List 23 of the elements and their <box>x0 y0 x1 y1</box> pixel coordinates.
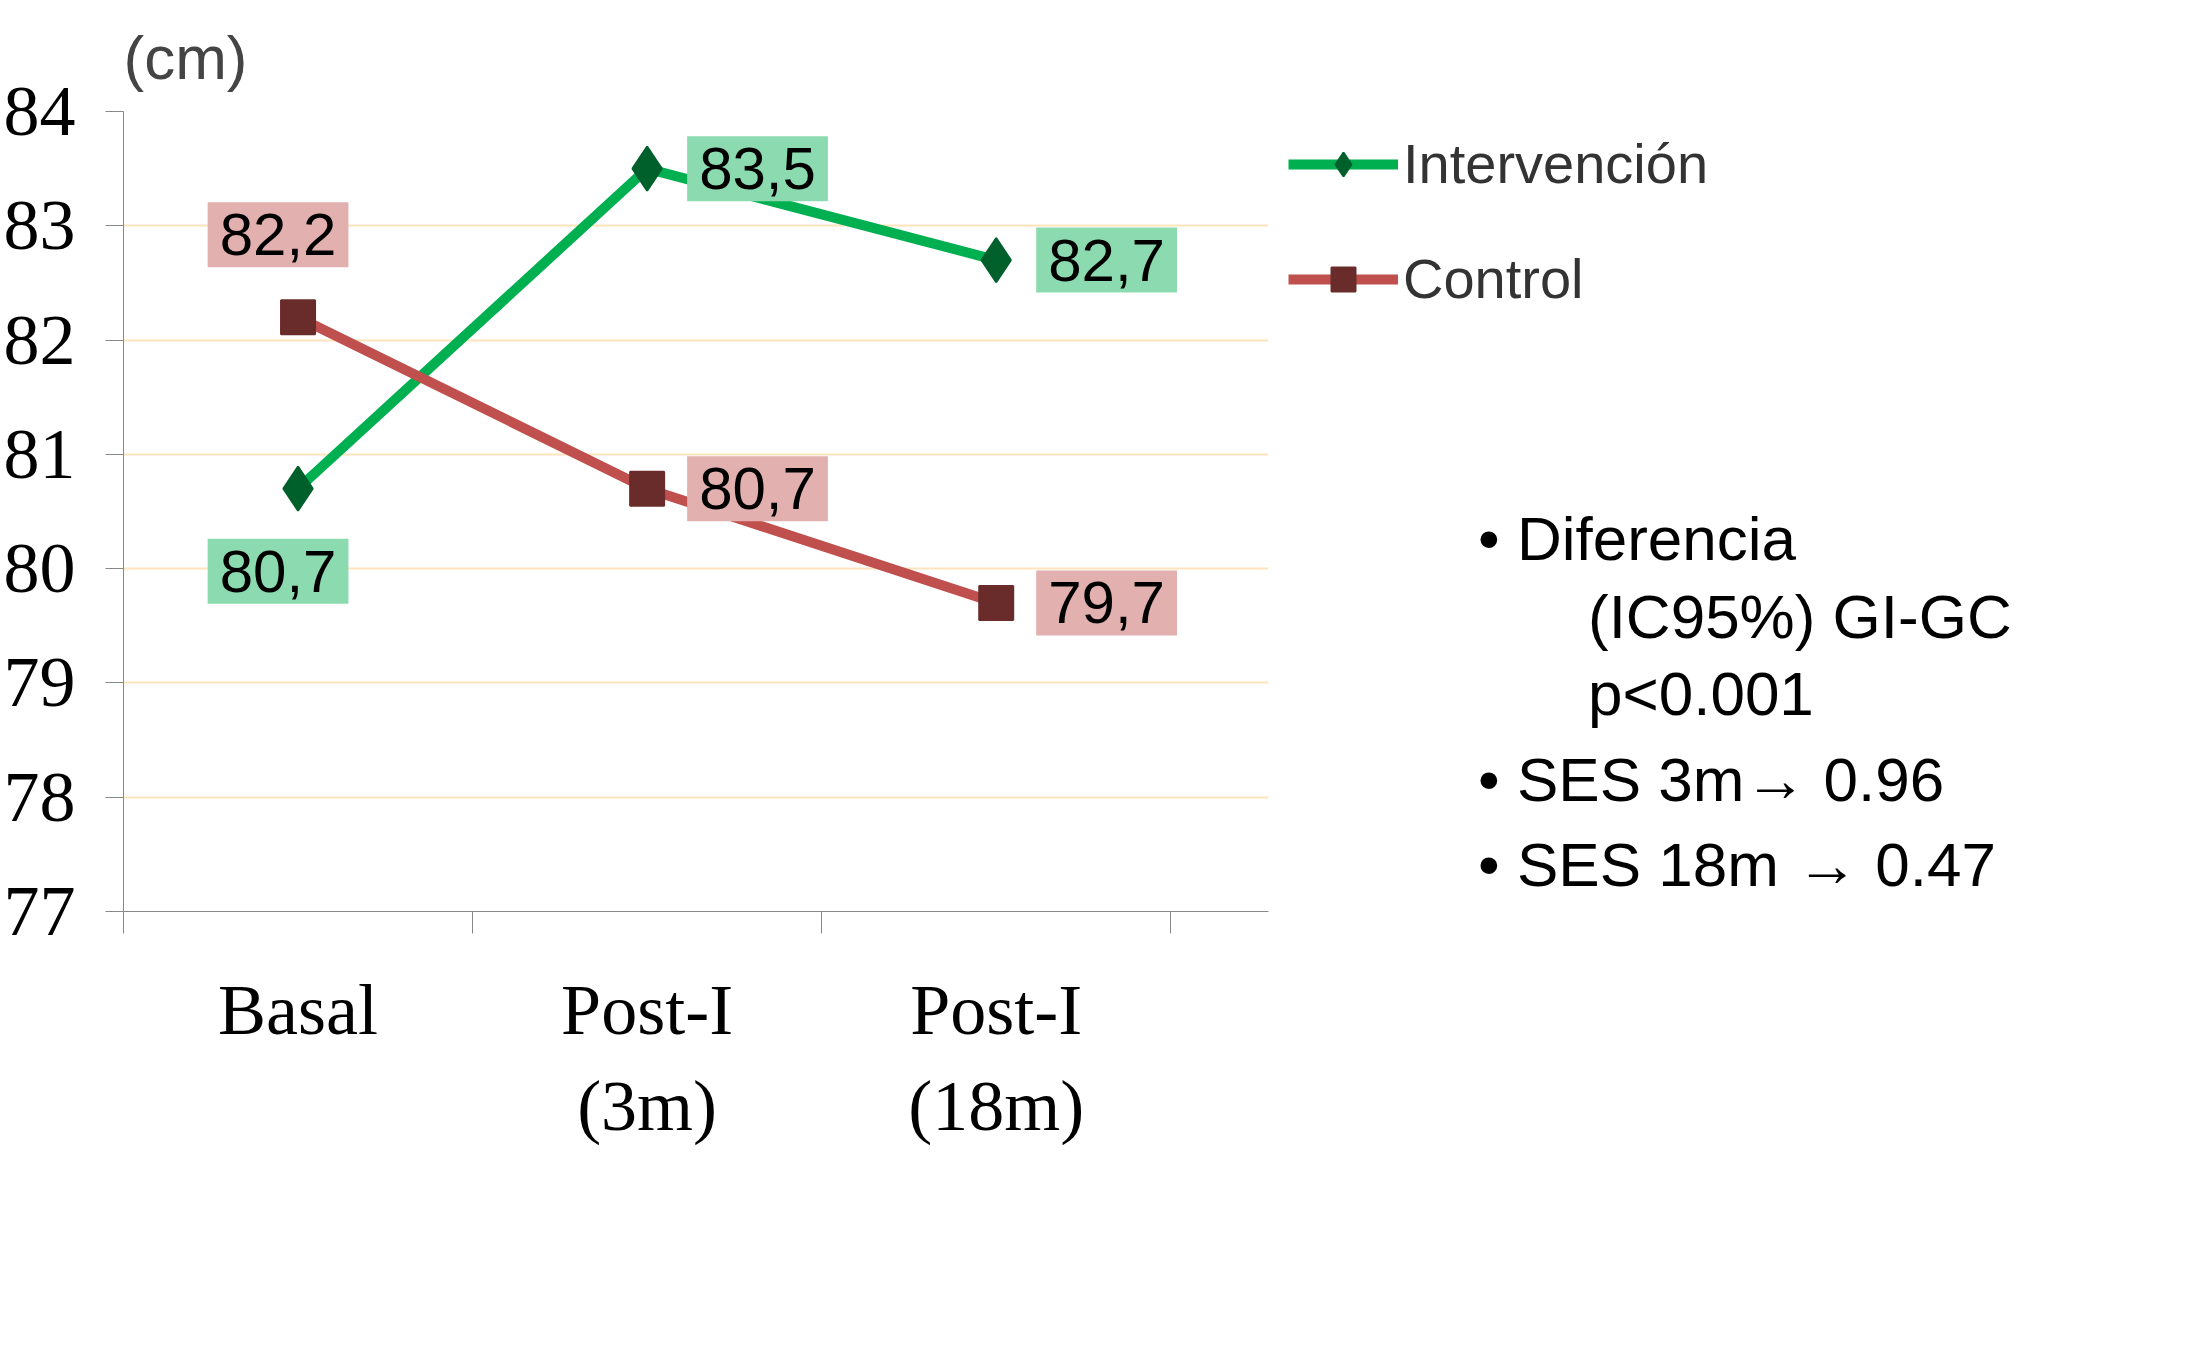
legend-label: Control <box>1403 246 1584 311</box>
y-axis-title: (cm) <box>123 22 248 92</box>
y-tick-label: 79 <box>3 642 76 723</box>
data-label: 79,7 <box>1048 569 1165 637</box>
x-tick-label: Post-I (3m) <box>561 969 734 1146</box>
y-tick-label: 84 <box>3 71 76 151</box>
y-tick-label: 81 <box>3 413 76 494</box>
data-label: 82,2 <box>219 201 337 269</box>
x-tick-label: Basal <box>218 969 379 1050</box>
data-label: 80,7 <box>219 537 337 605</box>
y-tick-label: 80 <box>3 528 76 609</box>
text: • SES 3m→ 0.96 <box>1478 743 1946 816</box>
y-tick-label: 78 <box>3 756 76 837</box>
data-label: 80,7 <box>699 455 816 523</box>
y-tick-label: 83 <box>3 185 76 266</box>
y-tick-label: 82 <box>3 299 76 380</box>
y-tick-label: 77 <box>3 871 76 951</box>
data-label: 83,5 <box>699 135 816 203</box>
data-label: 82,7 <box>1048 226 1165 294</box>
legend-label: Intervención <box>1403 131 1709 196</box>
x-tick-label: Post-I (18m) <box>908 969 1085 1146</box>
text: • SES 18m → 0.47 <box>1478 829 1997 901</box>
text: • Diferencia (IC95%) GI-GC p<0.001 <box>1478 503 2013 730</box>
